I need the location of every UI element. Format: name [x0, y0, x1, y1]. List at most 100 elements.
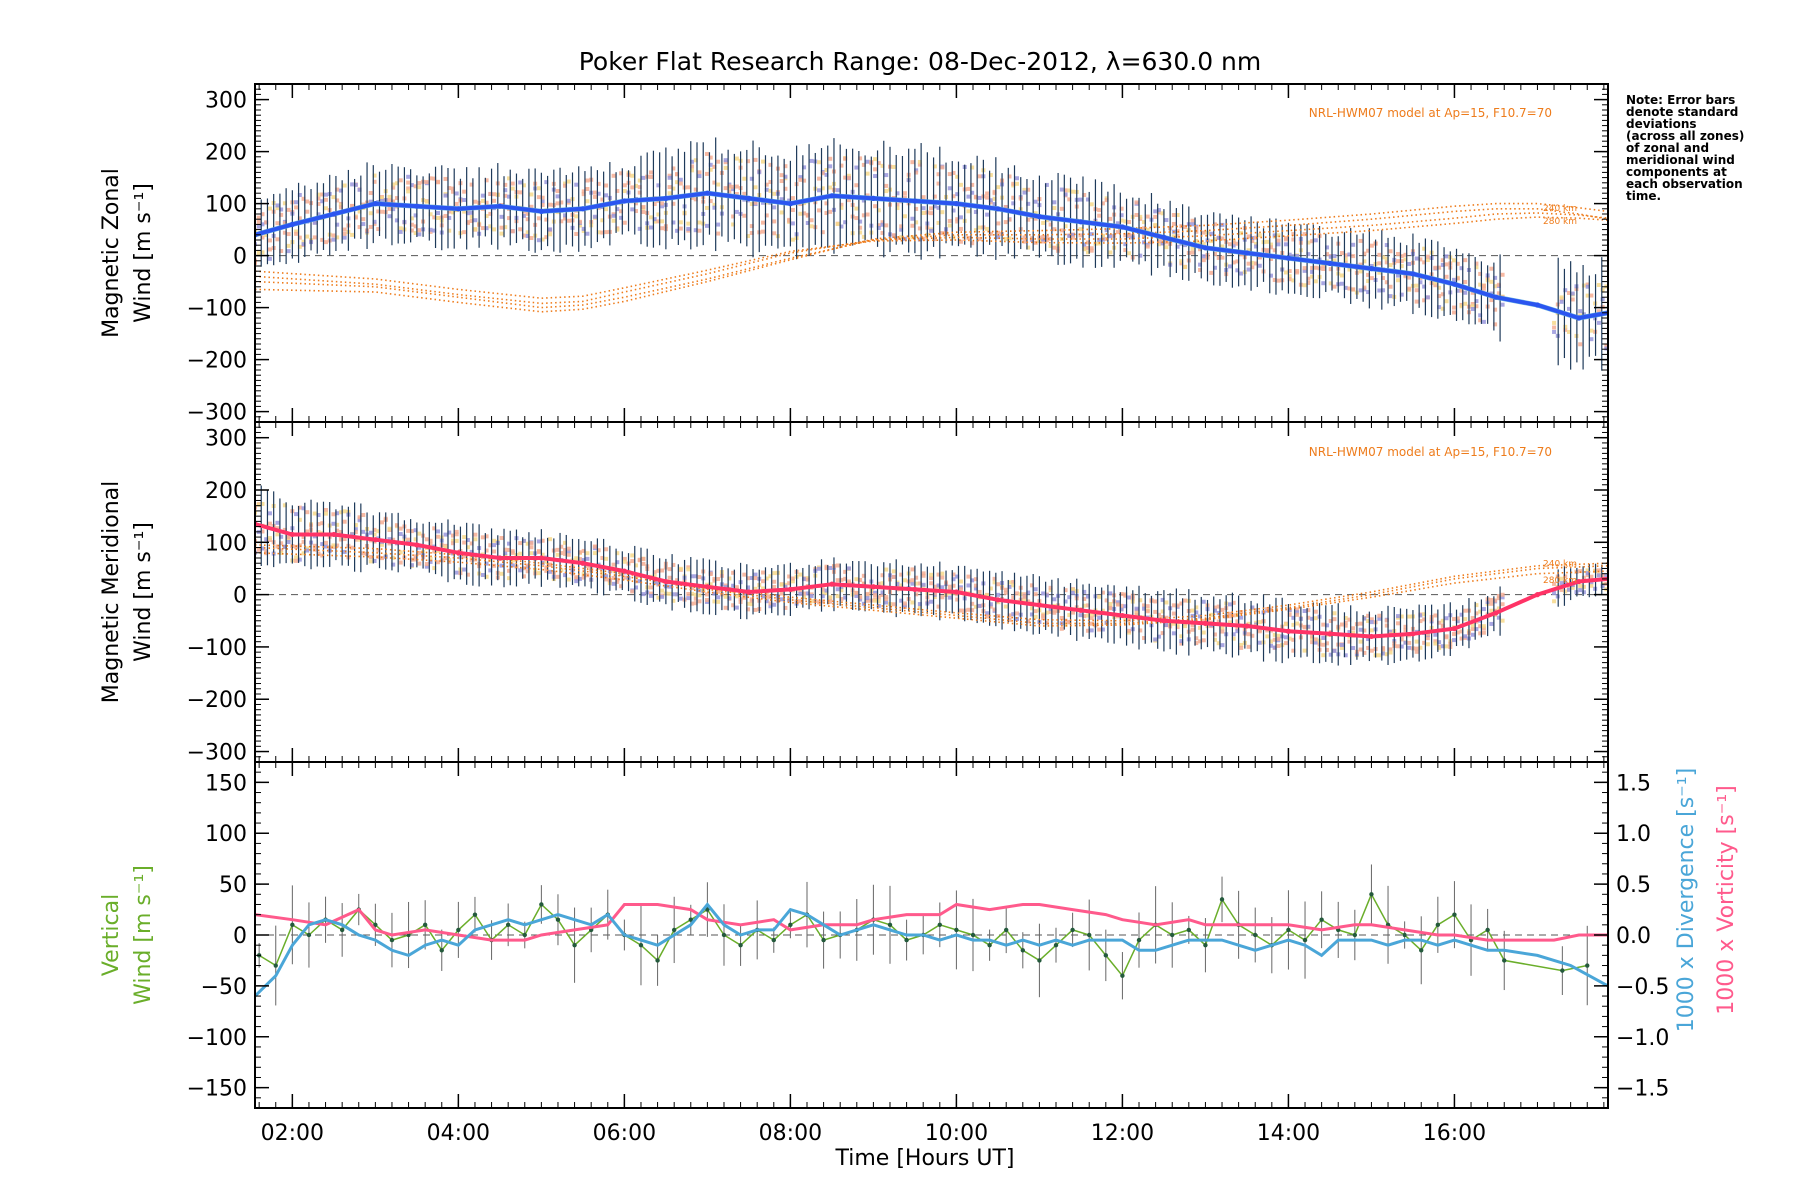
zone-point: [854, 165, 859, 170]
zone-point: [716, 222, 721, 227]
y-tick-label: −50: [201, 975, 247, 1000]
zone-point: [320, 553, 325, 558]
zone-point: [1459, 612, 1464, 617]
zone-point: [1418, 257, 1423, 262]
zone-point: [824, 168, 829, 173]
zone-point: [693, 601, 698, 606]
zone-point: [256, 250, 261, 255]
zone-point: [1078, 613, 1083, 618]
zone-point: [727, 576, 732, 581]
zone-point: [802, 595, 807, 600]
wind-point: [912, 586, 918, 592]
zone-point: [708, 167, 713, 172]
zone-point: [604, 193, 609, 198]
zone-point: [936, 604, 941, 609]
zone-point: [357, 187, 362, 192]
zone-point: [1044, 235, 1049, 240]
zone-point: [409, 216, 414, 221]
vertical-wind-point: [937, 922, 943, 928]
zone-point: [1265, 239, 1270, 244]
vertical-wind-point: [1435, 922, 1441, 928]
zone-point: [559, 219, 564, 224]
zone-point: [585, 231, 590, 236]
zone-point: [596, 181, 601, 186]
zone-point: [406, 189, 411, 194]
zone-point: [1433, 280, 1438, 285]
meridional-wind-line: [255, 522, 1608, 639]
zone-point: [764, 182, 769, 187]
zone-point: [282, 201, 287, 206]
zone-point: [641, 592, 646, 597]
zone-point: [1201, 638, 1206, 643]
zone-point: [809, 599, 814, 604]
zone-point: [843, 220, 848, 225]
zone-point: [574, 556, 579, 561]
zone-point: [256, 224, 261, 229]
zone-point: [506, 576, 511, 581]
zone-point: [1459, 629, 1464, 634]
zone-point: [693, 197, 698, 202]
zone-point: [376, 209, 381, 214]
zone-point: [727, 184, 732, 189]
wind-point: [829, 581, 835, 587]
zone-point: [622, 189, 627, 194]
zone-point: [746, 601, 751, 606]
y-tick-label: −300: [187, 401, 247, 426]
zone-point: [929, 576, 934, 581]
zone-point: [1377, 616, 1382, 621]
zone-point: [768, 162, 773, 167]
zone-point: [428, 212, 433, 217]
zone-point: [1190, 218, 1195, 223]
zone-point: [667, 191, 672, 196]
zone-point: [1585, 282, 1590, 287]
zone-point: [450, 538, 455, 543]
zone-point: [484, 574, 489, 579]
zone-point: [305, 209, 310, 214]
zone-point: [1362, 650, 1367, 655]
zone-point: [342, 231, 347, 236]
y-tick-label: −100: [187, 1026, 247, 1051]
zone-point: [1470, 290, 1475, 295]
zone-point: [1201, 254, 1206, 259]
zone-point: [1246, 621, 1251, 626]
zone-point: [764, 599, 769, 604]
zone-point: [566, 179, 571, 184]
zone-point: [600, 230, 605, 235]
zone-point: [996, 185, 1001, 190]
zone-point: [1082, 192, 1087, 197]
vertical-wind-point: [1070, 927, 1075, 933]
zone-point: [712, 205, 717, 210]
zone-point: [454, 529, 459, 534]
zone-point: [1437, 305, 1442, 310]
zone-point: [521, 233, 526, 238]
zone-point: [1227, 242, 1232, 247]
note-line: Note: Error bars: [1626, 93, 1735, 107]
zone-point: [1493, 598, 1498, 603]
zone-point: [409, 228, 414, 233]
zone-point: [1358, 647, 1363, 652]
zone-point: [723, 158, 728, 163]
zone-point: [652, 570, 657, 575]
zone-point: [958, 608, 963, 613]
zone-point: [1414, 283, 1419, 288]
zone-point: [1328, 652, 1333, 657]
zone-point: [1287, 612, 1292, 617]
zone-point: [544, 565, 549, 570]
y-tick-label: 50: [219, 873, 247, 898]
zone-point: [331, 195, 336, 200]
zone-point: [465, 211, 470, 216]
zone-point: [760, 570, 765, 575]
zone-point: [970, 190, 975, 195]
zone-point: [1399, 264, 1404, 269]
zone-point: [1216, 235, 1221, 240]
zone-point: [1246, 267, 1251, 272]
zone-point: [1190, 608, 1195, 613]
zone-point: [1332, 617, 1337, 622]
zone-point: [286, 207, 291, 212]
wind-point: [704, 584, 710, 590]
zone-point: [1033, 199, 1038, 204]
zone-point: [1418, 280, 1423, 285]
note-line: time.: [1626, 189, 1661, 203]
zone-point: [873, 174, 878, 179]
